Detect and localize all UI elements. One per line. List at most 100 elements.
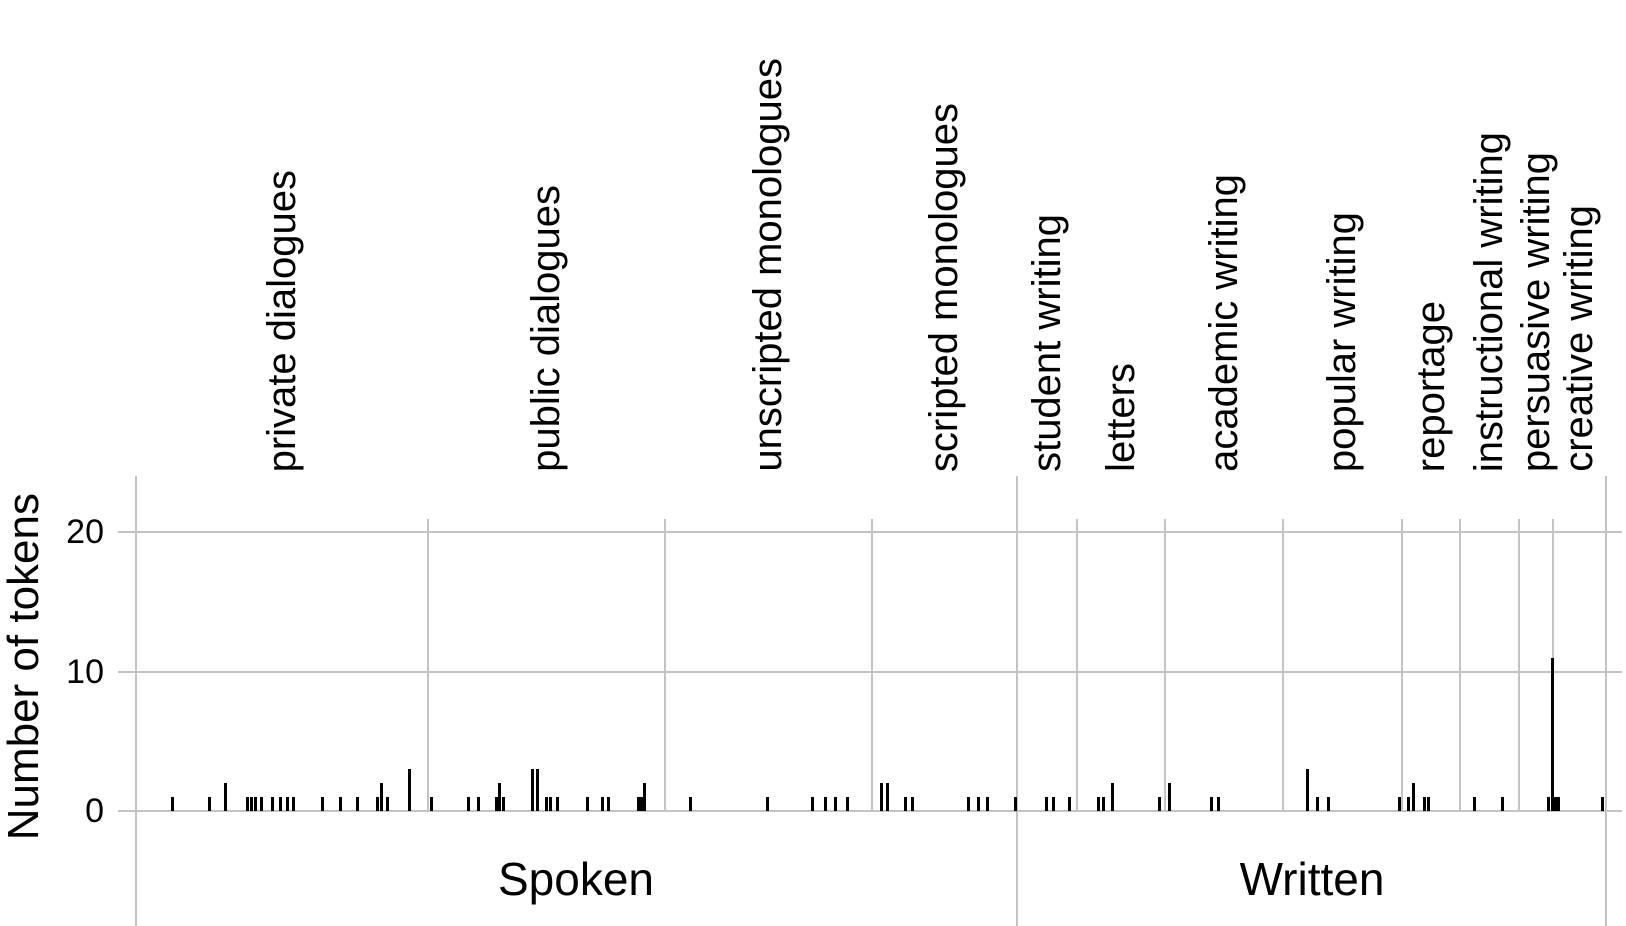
bar	[637, 797, 640, 811]
category-divider	[1282, 519, 1284, 811]
bar	[224, 783, 227, 811]
bar	[1501, 797, 1504, 811]
bar	[1547, 797, 1550, 811]
bar	[1052, 797, 1055, 811]
bar	[1217, 797, 1220, 811]
category-label: private dialogues	[260, 169, 304, 472]
category-label: reportage	[1409, 300, 1453, 472]
category-divider	[871, 519, 873, 811]
bar	[545, 797, 548, 811]
bar	[986, 797, 989, 811]
bar	[1210, 797, 1213, 811]
category-label: academic writing	[1202, 174, 1246, 472]
bar	[911, 797, 914, 811]
bar	[380, 783, 383, 811]
bar	[549, 797, 552, 811]
bar	[1473, 797, 1476, 811]
bar	[286, 797, 289, 811]
bar	[824, 797, 827, 811]
bar	[386, 797, 389, 811]
category-label: letters	[1099, 363, 1143, 472]
bar	[1316, 797, 1319, 811]
category-label: scripted monologues	[922, 102, 966, 472]
bar	[1327, 797, 1330, 811]
category-label: persuasive writing	[1514, 151, 1558, 472]
bar	[607, 797, 610, 811]
bar	[1045, 797, 1048, 811]
bar	[643, 783, 646, 811]
bar	[408, 769, 411, 811]
category-divider	[1459, 519, 1461, 811]
horizontal-gridline-20	[118, 531, 1622, 533]
bar	[467, 797, 470, 811]
category-divider	[1401, 519, 1403, 811]
category-label: creative writing	[1557, 205, 1601, 472]
category-divider	[1518, 519, 1520, 811]
bar	[766, 797, 769, 811]
bar	[356, 797, 359, 811]
category-label: student writing	[1025, 214, 1069, 472]
bar	[1557, 797, 1560, 811]
bar	[1102, 797, 1105, 811]
bar	[477, 797, 480, 811]
bar	[339, 797, 342, 811]
category-divider	[664, 519, 666, 811]
bar	[967, 797, 970, 811]
major-divider	[1016, 476, 1018, 926]
bar	[1111, 783, 1114, 811]
bar	[1097, 797, 1100, 811]
bar	[1306, 769, 1309, 811]
bar	[254, 797, 257, 811]
horizontal-gridline-0	[118, 810, 1622, 812]
bar	[208, 797, 211, 811]
group-label-written: Written	[1239, 853, 1385, 905]
bar	[880, 783, 883, 811]
bar	[271, 797, 274, 811]
bar	[495, 797, 498, 811]
bar	[1427, 797, 1430, 811]
group-label-spoken: Spoken	[497, 853, 655, 905]
bar	[376, 797, 379, 811]
y-tick-label-10: 10	[66, 652, 104, 691]
bar	[536, 769, 539, 811]
category-divider	[427, 519, 429, 811]
category-label: unscripted monologues	[746, 58, 790, 472]
bar	[601, 797, 604, 811]
bar	[260, 797, 263, 811]
bar	[250, 797, 253, 811]
bar	[1158, 797, 1161, 811]
bar	[1407, 797, 1410, 811]
category-label: instructional writing	[1467, 131, 1511, 472]
bar	[1168, 783, 1171, 811]
bar	[904, 797, 907, 811]
bar	[1014, 797, 1017, 811]
horizontal-gridline-10	[118, 670, 1622, 673]
major-divider	[1605, 476, 1607, 926]
category-divider	[1076, 519, 1078, 811]
bar	[886, 783, 889, 811]
bar	[171, 797, 174, 811]
bar	[640, 797, 643, 811]
bar	[689, 797, 692, 811]
bar	[292, 797, 295, 811]
bar	[977, 797, 980, 811]
major-divider	[135, 476, 137, 926]
bar	[586, 797, 589, 811]
bar	[321, 797, 324, 811]
bar	[1554, 797, 1557, 811]
category-label: public dialogues	[524, 185, 568, 472]
bar	[502, 797, 505, 811]
bar	[811, 797, 814, 811]
bar	[1412, 783, 1415, 811]
bar	[1398, 797, 1401, 811]
bar	[531, 769, 534, 811]
bar	[556, 797, 559, 811]
bar	[430, 797, 433, 811]
bar	[1423, 797, 1426, 811]
bar	[246, 797, 249, 811]
y-tick-label-0: 0	[85, 792, 104, 830]
bar	[1601, 797, 1604, 811]
bar	[498, 783, 501, 811]
bar	[834, 797, 837, 811]
